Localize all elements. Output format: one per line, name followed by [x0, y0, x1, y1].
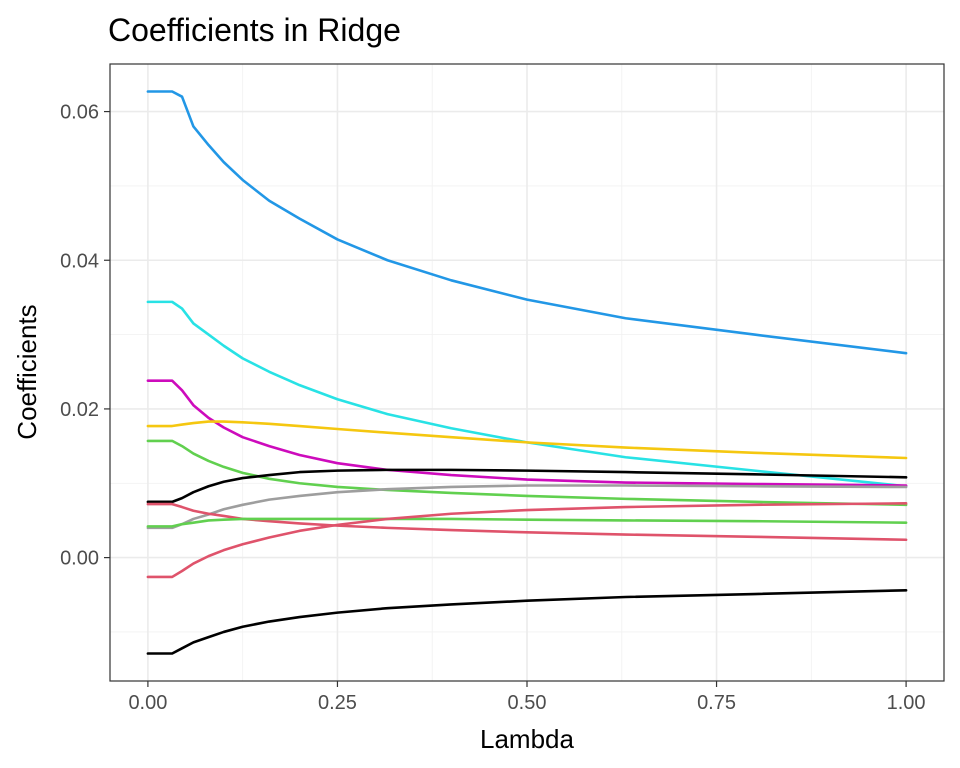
series-line-3	[146, 379, 908, 487]
series-line-1	[146, 90, 908, 355]
x-tick-label: 1.00	[887, 692, 926, 714]
axis-layer: 0.00 0.25 0.50 0.75 1.00 0.00 0.02 0.04 0.06	[60, 102, 925, 714]
x-axis-title: Lambda	[480, 724, 574, 754]
x-tick-label: 0.00	[128, 692, 167, 714]
series-line-9	[146, 517, 908, 528]
series-line-4	[146, 420, 908, 460]
y-axis-title: Coefficients	[12, 304, 42, 439]
grid-layer	[110, 64, 944, 681]
series-line-10	[146, 502, 908, 579]
series-line-7	[146, 484, 908, 530]
series-layer	[146, 90, 908, 655]
y-tick-label: 0.00	[60, 548, 99, 570]
series-line-11	[146, 589, 908, 655]
chart-title: Coefficients in Ridge	[108, 12, 401, 48]
x-tick-label: 0.50	[508, 692, 547, 714]
y-tick-label: 0.02	[60, 399, 99, 421]
x-tick-label: 0.25	[318, 692, 357, 714]
y-tick-label: 0.04	[60, 250, 99, 272]
y-tick-label: 0.06	[60, 102, 99, 124]
x-tick-label: 0.75	[697, 692, 736, 714]
series-line-6	[146, 468, 908, 504]
series-line-2	[146, 300, 908, 488]
